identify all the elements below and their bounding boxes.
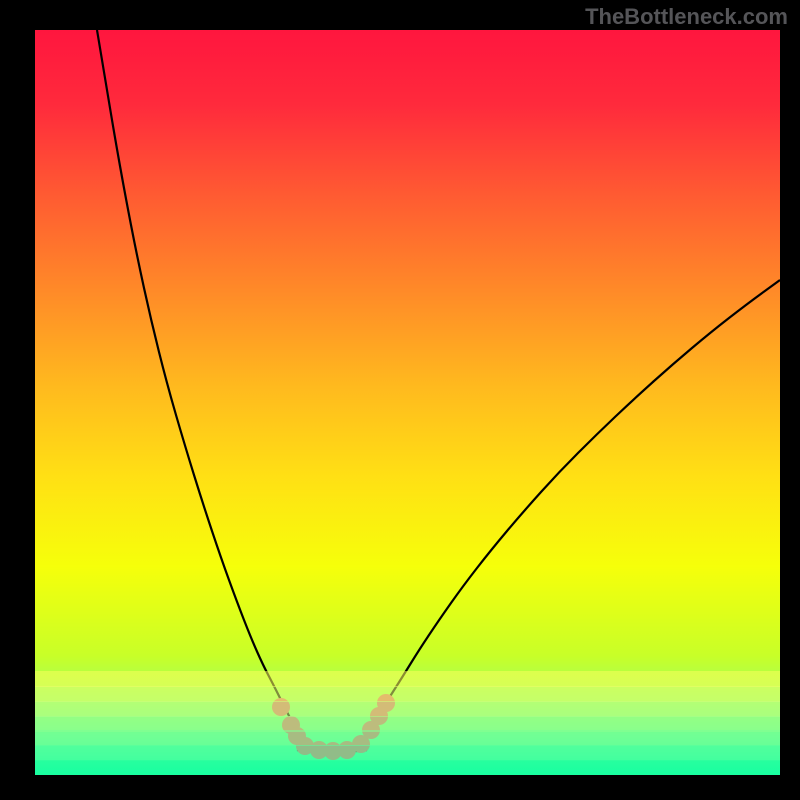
plot-area [35,30,780,775]
curve-left-branch [97,30,304,742]
curve-layer [35,30,780,775]
watermark-text: TheBottleneck.com [585,4,788,30]
